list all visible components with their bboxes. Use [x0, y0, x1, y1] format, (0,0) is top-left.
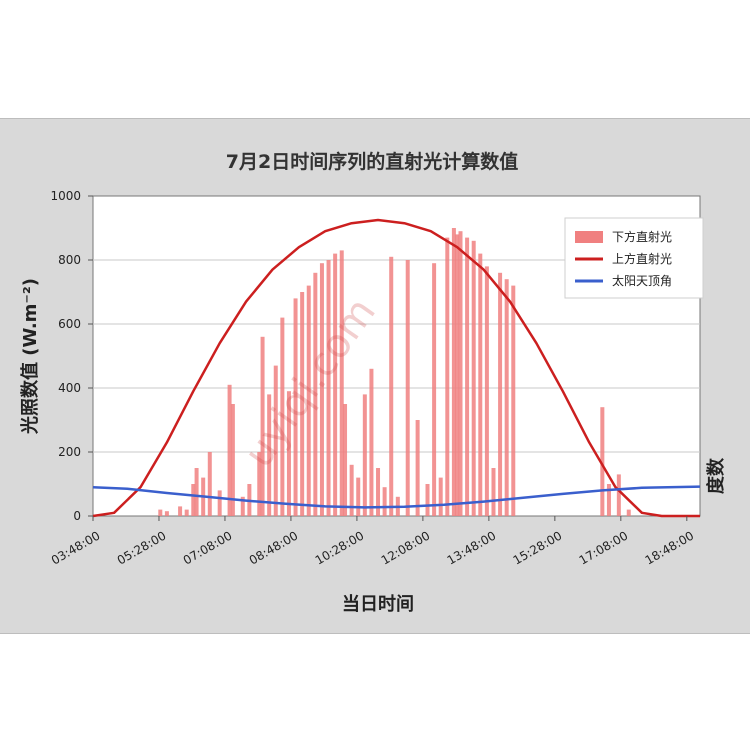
bar — [369, 368, 374, 516]
y-tick-label: 200 — [58, 445, 81, 459]
bar — [230, 404, 235, 516]
y-tick-label: 0 — [73, 509, 81, 523]
series-line-1 — [92, 218, 700, 518]
bar — [498, 272, 503, 516]
bar — [511, 285, 516, 516]
y-tick-label: 400 — [58, 381, 81, 395]
bar — [451, 228, 456, 516]
bar — [471, 240, 476, 517]
bar — [600, 407, 605, 516]
bar — [178, 506, 183, 516]
legend-label: 太阳天顶角 — [612, 273, 672, 288]
x-tick-label: 08:48:00 — [247, 528, 301, 567]
bar — [432, 263, 437, 516]
y2-axis-title: 度数 — [705, 457, 727, 494]
x-axis-title: 当日时间 — [342, 593, 414, 615]
x-tick-label: 12:08:00 — [379, 528, 433, 567]
bar — [194, 468, 199, 516]
bar — [240, 496, 245, 516]
y-tick-label: 600 — [58, 317, 81, 331]
bar — [313, 272, 318, 516]
bar — [626, 509, 631, 516]
series-line-2 — [92, 485, 701, 509]
legend-swatch-bar — [575, 231, 603, 243]
bar — [616, 474, 621, 516]
bar — [425, 484, 430, 516]
bar — [184, 509, 189, 516]
bar — [504, 279, 509, 516]
bar — [465, 237, 470, 516]
bar — [267, 394, 272, 516]
y-tick-label: 1000 — [50, 189, 81, 203]
bar — [306, 285, 311, 516]
bar — [478, 253, 483, 516]
x-tick-label: 13:48:00 — [445, 528, 499, 567]
bar — [326, 260, 331, 516]
bar — [445, 237, 450, 516]
x-tick-label: 07:08:00 — [181, 528, 235, 567]
bar — [491, 468, 496, 516]
bar — [356, 477, 361, 516]
bar — [405, 260, 410, 516]
bar — [158, 509, 163, 516]
legend-label: 下方直射光 — [612, 229, 672, 244]
bar — [273, 365, 278, 516]
bar — [333, 253, 338, 516]
bar — [217, 490, 222, 516]
bar — [227, 384, 232, 516]
x-tick-label: 18:48:00 — [643, 528, 697, 567]
bar — [293, 298, 298, 516]
bar — [484, 266, 489, 516]
y-axis-ticks: 0 200 400 600 800 1000 — [50, 189, 93, 523]
bar — [191, 484, 196, 516]
x-tick-label: 05:28:00 — [115, 528, 169, 567]
bar — [606, 484, 611, 516]
x-tick-label: 15:28:00 — [511, 528, 565, 567]
y-axis-title: 光照数值 (W.m⁻²) — [19, 278, 41, 435]
bar — [260, 336, 265, 516]
bar — [286, 391, 291, 516]
bar — [280, 317, 285, 516]
line-series — [92, 218, 701, 518]
bar — [319, 263, 324, 516]
chart-title: 7月2日时间序列的直射光计算数值 — [226, 150, 518, 173]
bar — [343, 404, 348, 516]
x-tick-label: 17:08:00 — [577, 528, 631, 567]
bar — [349, 464, 354, 516]
bar — [362, 394, 367, 516]
bar — [300, 292, 305, 516]
bar — [257, 452, 262, 516]
bar — [164, 511, 169, 516]
bar — [382, 487, 387, 516]
bar — [455, 234, 460, 516]
y-tick-label: 800 — [58, 253, 81, 267]
x-tick-label: 10:28:00 — [313, 528, 367, 567]
bar — [438, 477, 443, 516]
x-tick-label: 03:48:00 — [49, 528, 103, 567]
bar — [415, 420, 420, 516]
bar — [458, 231, 463, 516]
bar — [339, 250, 344, 516]
bar — [376, 468, 381, 516]
bar — [389, 256, 394, 516]
x-axis-ticks: 03:48:00 05:28:00 07:08:00 08:48:00 10:28:00… — [49, 516, 696, 568]
bar-series-lower-direct — [158, 228, 631, 517]
bar — [207, 452, 212, 516]
legend-label: 上方直射光 — [612, 251, 672, 266]
